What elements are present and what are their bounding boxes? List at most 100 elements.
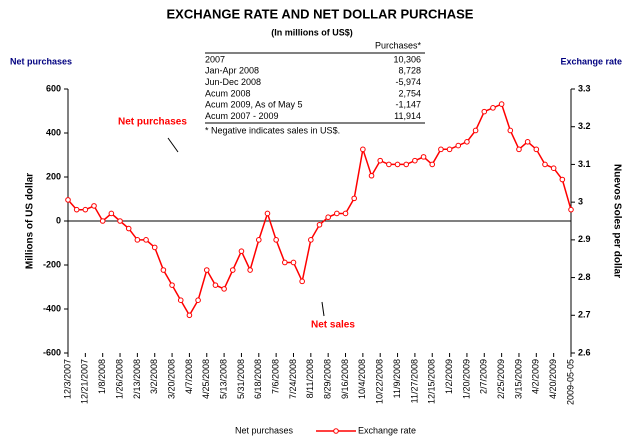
series-marker <box>377 157 384 164</box>
series-marker <box>334 210 340 217</box>
series-marker <box>516 146 522 153</box>
y-axis-top-label: Net purchases <box>10 56 72 66</box>
x-tick-label: 11/9/2008 <box>392 359 402 398</box>
y-tick-label: -600 <box>43 347 61 357</box>
table-cell: -1,147 <box>395 100 421 110</box>
x-tick-label: 3/20/2008 <box>166 359 176 399</box>
series-marker <box>342 210 349 217</box>
series-marker <box>160 267 167 273</box>
y-axis-title: Millions of US dollar <box>25 173 36 269</box>
series-marker <box>360 146 366 153</box>
series-marker <box>420 154 427 160</box>
series-marker <box>446 146 453 153</box>
series-marker <box>308 237 314 243</box>
series-marker <box>125 225 132 232</box>
series-marker <box>255 237 262 243</box>
series-marker <box>403 161 410 168</box>
series-marker <box>264 210 271 217</box>
series-marker <box>186 312 193 319</box>
series-marker <box>351 195 357 202</box>
series-marker <box>117 218 123 224</box>
series-marker <box>108 210 115 217</box>
annotation: Net sales <box>311 320 355 331</box>
y2-tick-label: 2.9 <box>578 234 591 244</box>
series-marker <box>177 297 184 304</box>
y-tick-label: 600 <box>46 83 61 93</box>
series-marker <box>169 282 175 288</box>
series-marker <box>151 244 158 251</box>
series-marker <box>282 259 288 266</box>
legend-label: Exchange rate <box>358 425 416 435</box>
x-tick-label: 8/29/2008 <box>323 359 333 399</box>
annotation-arrow <box>167 137 179 153</box>
series-marker <box>73 206 80 213</box>
series-marker <box>273 237 279 243</box>
y-tick-label: -200 <box>43 259 61 269</box>
legend-label: Net purchases <box>235 425 294 435</box>
y2-axis-title: Nuevos Soles per dollar <box>611 164 622 278</box>
x-tick-label: 5/31/2008 <box>236 359 246 399</box>
table-cell: 8,728 <box>398 66 421 76</box>
y2-tick-label: 2.6 <box>578 347 591 357</box>
x-tick-label: 1/20/2009 <box>461 359 471 399</box>
series-marker <box>238 248 245 254</box>
x-tick-label: 12/21/2007 <box>80 359 90 404</box>
y2-tick-label: 2.8 <box>578 272 591 282</box>
series-marker <box>212 282 219 288</box>
series-marker <box>91 203 97 209</box>
x-tick-label: 7/6/2008 <box>271 359 281 394</box>
series-marker <box>99 218 106 224</box>
x-tick-label: 1/8/2008 <box>97 359 107 394</box>
series-marker <box>524 139 531 145</box>
x-tick-label: 4/7/2008 <box>184 359 194 394</box>
series-marker <box>490 105 496 111</box>
series-marker <box>507 127 514 134</box>
x-tick-label: 10/22/2008 <box>375 359 385 404</box>
table-cell: Acum 2008 <box>205 88 251 98</box>
table-cell: -5,974 <box>395 77 421 87</box>
series-marker <box>498 101 505 107</box>
series-marker <box>65 197 71 203</box>
annotation: Net purchases <box>118 117 187 128</box>
series-marker <box>481 108 488 115</box>
series-marker <box>290 259 297 266</box>
series-marker <box>229 267 236 273</box>
x-tick-label: 4/25/2008 <box>201 359 211 399</box>
chart-title: EXCHANGE RATE AND NET DOLLAR PURCHASE <box>167 6 474 21</box>
x-tick-label: 2/7/2009 <box>479 359 489 394</box>
x-tick-label: 11/27/2008 <box>409 359 419 403</box>
table-header: Purchases* <box>375 40 422 50</box>
x-tick-label: 4/2/2009 <box>531 359 541 394</box>
x-tick-label: 1/2/2009 <box>444 359 454 394</box>
y2-tick-label: 2.7 <box>578 310 591 320</box>
x-tick-label: 2/13/2008 <box>132 359 142 399</box>
series-marker <box>559 176 566 183</box>
series-marker <box>472 127 479 134</box>
x-tick-label: 7/24/2008 <box>288 359 298 399</box>
table-cell: Acum 2009, As of May 5 <box>205 100 303 110</box>
x-tick-label: 2009-05-05 <box>565 359 575 405</box>
series-line <box>67 103 572 317</box>
series-marker <box>143 237 149 243</box>
series-marker <box>412 157 418 164</box>
series-marker <box>568 206 574 213</box>
series-marker <box>82 206 89 213</box>
x-tick-label: 12/3/2007 <box>62 359 72 399</box>
series-marker <box>386 161 392 168</box>
table-cell: Acum 2007 - 2009 <box>205 111 279 121</box>
x-tick-label: 4/20/2009 <box>548 359 558 399</box>
x-tick-label: 8/11/2008 <box>305 359 315 398</box>
legend-marker <box>333 428 339 434</box>
series-marker <box>464 139 470 145</box>
table-cell: Jan-Apr 2008 <box>205 66 259 76</box>
x-tick-label: 5/13/2008 <box>218 359 228 399</box>
y2-tick-label: 3.3 <box>578 83 591 93</box>
series-marker <box>203 267 210 273</box>
y2-axis-top-label: Exchange rate <box>560 56 622 66</box>
x-tick-label: 6/18/2008 <box>253 359 263 399</box>
x-tick-label: 3/15/2009 <box>513 359 523 399</box>
x-tick-label: 9/16/2008 <box>340 359 350 399</box>
y2-tick-label: 3.2 <box>578 121 591 131</box>
y-tick-label: 200 <box>46 171 61 181</box>
chart-subtitle: (In millions of US$) <box>271 27 353 37</box>
